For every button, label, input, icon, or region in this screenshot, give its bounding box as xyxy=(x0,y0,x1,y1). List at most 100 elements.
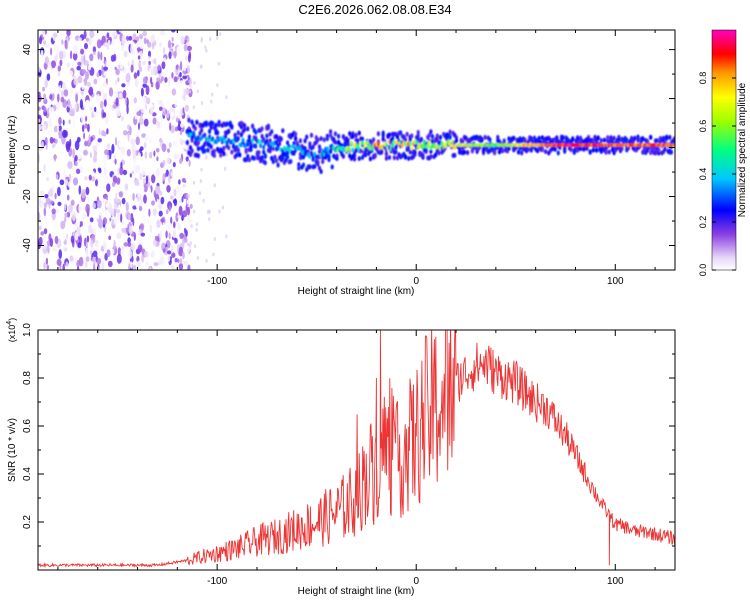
noise-blob xyxy=(71,211,76,222)
noise-blob xyxy=(135,198,138,209)
noise-blob xyxy=(123,50,128,58)
band-cell xyxy=(308,164,312,170)
noise-blob xyxy=(139,34,143,40)
noise-blob xyxy=(208,217,211,222)
noise-blob xyxy=(88,174,92,181)
band-cell xyxy=(435,137,439,143)
band-cell xyxy=(247,157,251,163)
noise-blob xyxy=(139,172,143,181)
band-cell xyxy=(185,140,189,146)
noise-blob xyxy=(189,241,192,246)
noise-blob xyxy=(84,42,88,50)
noise-blob xyxy=(161,133,164,141)
noise-blob xyxy=(89,152,92,159)
noise-blob xyxy=(69,255,74,262)
noise-blob xyxy=(85,247,90,256)
noise-blob xyxy=(166,209,169,215)
noise-blob xyxy=(120,146,126,155)
noise-blob xyxy=(136,36,140,42)
band-cell xyxy=(620,146,624,152)
noise-blob xyxy=(188,159,191,167)
band-core xyxy=(278,141,282,147)
noise-blob xyxy=(156,32,160,38)
noise-blob xyxy=(95,179,98,187)
noise-blob xyxy=(165,230,168,239)
noise-blob xyxy=(118,141,123,149)
noise-blob xyxy=(175,64,179,70)
band-cell xyxy=(392,155,396,161)
noise-blob xyxy=(88,134,91,144)
band-cell xyxy=(602,137,607,143)
noise-blob xyxy=(85,115,88,122)
noise-blob xyxy=(135,106,140,113)
noise-blob xyxy=(132,192,135,201)
noise-blob xyxy=(93,225,97,236)
noise-blob xyxy=(187,206,190,216)
noise-blob xyxy=(145,104,147,110)
noise-blob xyxy=(101,261,105,270)
band-core xyxy=(259,143,262,149)
band-cell xyxy=(394,149,398,155)
band-cell xyxy=(273,154,277,160)
noise-blob xyxy=(202,198,205,203)
noise-blob xyxy=(121,227,126,233)
band-cell xyxy=(448,129,452,135)
band-core xyxy=(262,145,266,150)
band-cell xyxy=(196,140,200,146)
band-cell xyxy=(466,150,470,156)
band-cell xyxy=(507,145,511,151)
noise-blob xyxy=(96,141,100,147)
noise-blob xyxy=(167,148,170,153)
noise-blob xyxy=(93,78,98,85)
noise-blob xyxy=(111,181,116,187)
noise-blob xyxy=(171,252,176,258)
noise-blob xyxy=(43,93,47,102)
noise-blob xyxy=(158,79,163,84)
colorbar-gradient xyxy=(711,29,737,271)
noise-blob xyxy=(106,42,110,51)
noise-blob xyxy=(116,232,122,240)
noise-blob xyxy=(66,194,70,201)
noise-blob xyxy=(113,217,119,226)
noise-blob xyxy=(177,201,180,208)
noise-blob xyxy=(96,71,100,78)
noise-blob xyxy=(80,221,83,227)
noise-blob xyxy=(208,209,211,214)
noise-blob xyxy=(225,234,228,239)
band-cell xyxy=(663,146,667,152)
band-cell xyxy=(544,149,548,155)
noise-blob xyxy=(161,143,167,152)
band-core xyxy=(400,143,404,149)
y-tick-label: 0.6 xyxy=(22,419,33,433)
noise-blob xyxy=(38,211,41,222)
band-cell xyxy=(645,138,650,144)
noise-blob xyxy=(161,61,166,70)
band-cell xyxy=(249,144,253,150)
noise-blob xyxy=(38,124,42,131)
noise-blob xyxy=(110,66,113,73)
band-cell xyxy=(553,146,557,152)
noise-blob xyxy=(78,203,82,214)
x-tick-label: -100 xyxy=(207,276,227,287)
band-cell xyxy=(387,132,392,138)
noise-blob xyxy=(80,114,84,123)
noise-blob xyxy=(173,50,177,59)
noise-blob xyxy=(120,115,124,122)
noise-blob xyxy=(183,66,187,72)
noise-blob xyxy=(174,126,179,132)
noise-blob xyxy=(57,201,62,206)
noise-blob xyxy=(51,208,56,215)
band-core xyxy=(428,140,431,146)
band-core xyxy=(426,143,430,149)
band-cell xyxy=(243,123,247,129)
noise-blob xyxy=(107,260,113,268)
noise-blob xyxy=(51,60,56,69)
band-cell xyxy=(427,132,431,138)
band-cell xyxy=(596,135,600,141)
noise-blob xyxy=(128,35,133,41)
noise-blob xyxy=(159,106,163,111)
noise-blob xyxy=(199,179,203,184)
colorbar-tick-label: 0.0 xyxy=(698,264,708,277)
noise-blob xyxy=(92,202,96,210)
